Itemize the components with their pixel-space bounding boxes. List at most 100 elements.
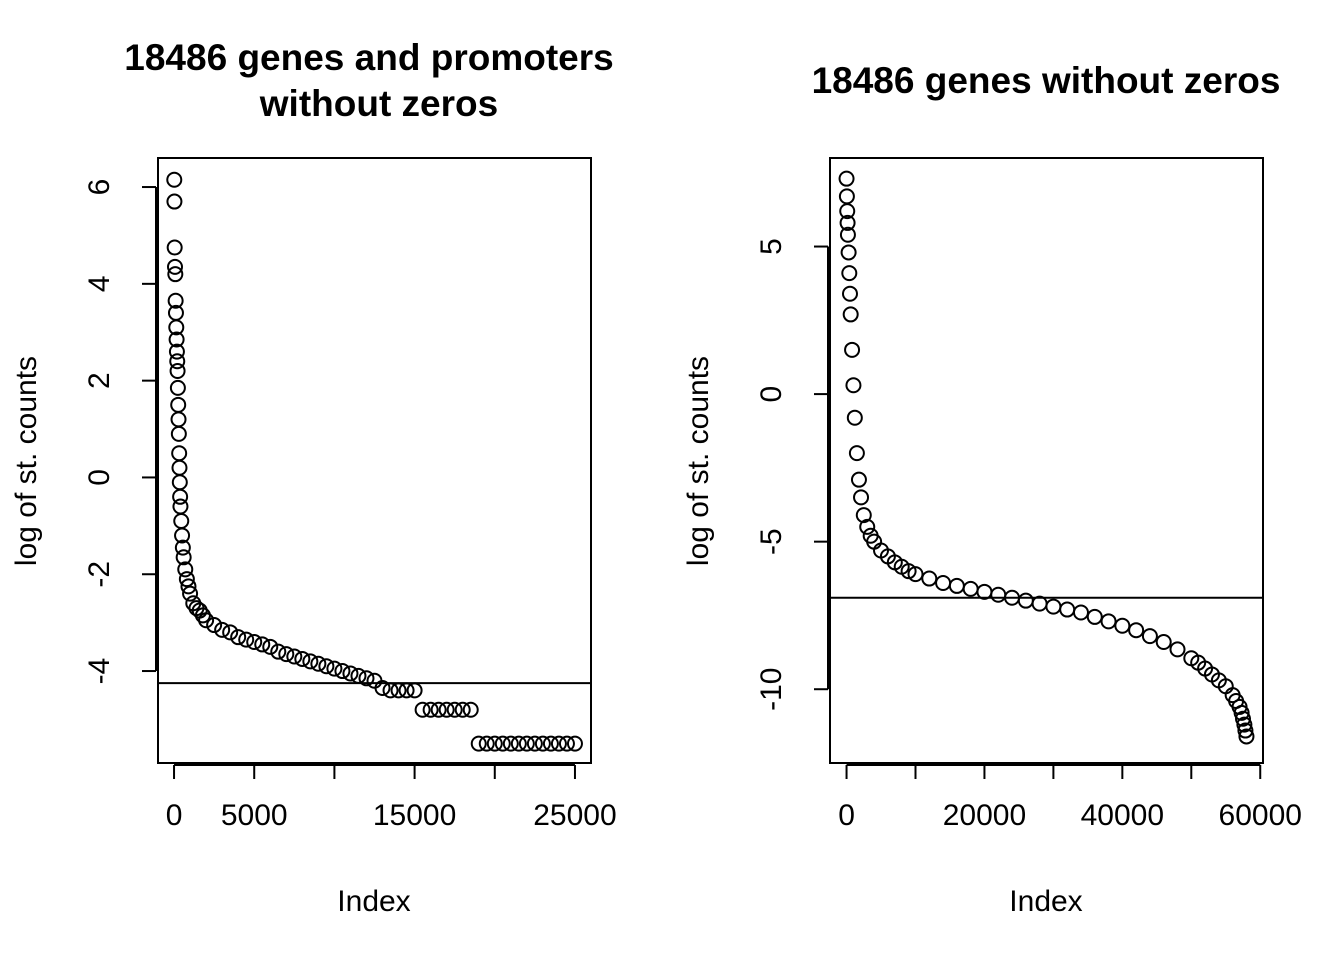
data-point [222,624,239,641]
data-point [174,527,191,544]
data-point [167,266,184,283]
data-point [1237,722,1254,739]
data-point [168,331,185,348]
data-point [166,171,183,188]
data-point [1072,604,1089,621]
data-point [1114,617,1131,634]
x-tick-label: 0 [838,799,855,832]
data-point [846,409,863,426]
data-points [838,170,1255,745]
data-point [848,445,865,462]
data-point [198,612,215,629]
data-point [1236,716,1253,733]
data-point [358,670,375,687]
data-point [1100,613,1117,630]
data-point [855,507,872,524]
data-point [171,474,188,491]
data-point [302,653,319,670]
x-axis-label: Index [337,885,410,918]
data-point [844,341,861,358]
data-point [462,701,479,718]
data-point [526,735,543,752]
data-point [550,735,567,752]
data-point [446,701,463,718]
data-point [839,226,856,243]
data-point [1238,728,1255,745]
chart-title: 18486 genes without zeros [812,60,1281,101]
data-point [167,292,184,309]
data-point [168,319,185,336]
data-point [318,658,335,675]
y-tick-label: 0 [83,469,116,486]
data-point [935,574,952,591]
data-point [438,701,455,718]
x-axis: 0 5000 15000 25000 [166,764,617,832]
data-points [166,171,583,752]
y-axis-label: log of st. counts [10,356,43,566]
chart-title-line-1: 18486 genes and promoters [124,37,613,78]
y-tick-label: -2 [83,561,116,588]
y-tick-label: -4 [83,658,116,685]
data-point [172,498,189,515]
y-tick-label: -5 [755,528,788,555]
data-point [170,425,187,442]
x-axis-label: Index [1009,885,1082,918]
data-point [478,735,495,752]
x-tick-label: 20000 [943,799,1026,832]
data-point [839,214,856,231]
data-point [180,578,197,595]
data-point [1059,601,1076,618]
x-tick-label: 60000 [1219,799,1302,832]
data-point [840,244,857,261]
data-point [374,679,391,696]
data-point [921,570,938,587]
data-point [169,362,186,379]
data-point [1086,608,1103,625]
data-point [406,682,423,699]
chart-panel-left: 18486 genes and promoters without zeros … [10,37,617,918]
data-point [334,663,351,680]
y-tick-label: 5 [755,238,788,255]
data-point [841,285,858,302]
data-point [166,239,183,256]
y-tick-label: -10 [755,668,788,711]
data-point [238,631,255,648]
data-point [510,735,527,752]
plot-frame [157,157,592,764]
data-point [1128,622,1145,639]
data-point [310,655,327,672]
data-point [166,258,183,275]
data-point [430,701,447,718]
data-point [171,445,188,462]
chart-title-line-2: without zeros [259,83,498,124]
data-point [853,489,870,506]
x-tick-label: 15000 [373,799,456,832]
data-point [278,646,295,663]
data-point [169,379,186,396]
y-tick-label: 2 [83,372,116,389]
data-point [1169,641,1186,658]
x-tick-label: 25000 [533,799,616,832]
data-point [171,459,188,476]
data-point [1155,634,1172,650]
data-point [294,650,311,667]
data-point [558,735,575,752]
data-point [838,188,855,205]
y-tick-label: 4 [83,275,116,292]
y-tick-label: 0 [755,386,788,403]
x-tick-label: 40000 [1081,799,1164,832]
chart-panel-right: 18486 genes without zeros Index log of s… [682,60,1302,918]
data-point [962,580,979,597]
data-point [845,377,862,394]
data-point [173,513,190,529]
data-point [414,701,431,718]
data-point [518,735,535,752]
data-point [398,682,415,699]
y-axis-label: log of st. counts [682,356,715,566]
data-point [1235,710,1252,727]
data-point [1045,598,1062,615]
data-point [850,471,867,488]
data-point [470,735,487,752]
data-point [990,586,1007,603]
